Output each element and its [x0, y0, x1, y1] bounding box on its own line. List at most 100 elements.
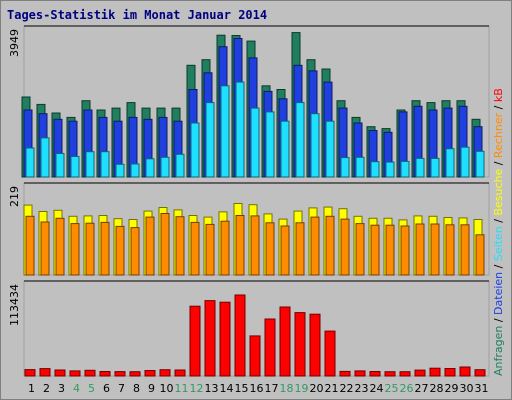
bar-rechner-day-30: [460, 224, 470, 276]
bar-rechner-day-23: [355, 223, 365, 276]
x-tick-label-27: 27: [415, 382, 429, 395]
x-tick-label-3: 3: [58, 382, 65, 395]
x-tick-label-15: 15: [235, 382, 249, 395]
x-tick-label-16: 16: [250, 382, 264, 395]
panel-2-ymax-label: 219: [8, 186, 21, 207]
bar-rechner-day-6: [100, 221, 110, 276]
bar-rechner-day-31: [475, 234, 485, 276]
bar-kb-day-21: [324, 330, 336, 377]
bar-seiten-day-3: [55, 153, 65, 178]
x-tick-label-30: 30: [460, 382, 474, 395]
legend-entry: Rechner: [492, 112, 505, 158]
bar-kb-day-1: [24, 369, 36, 377]
bar-seiten-day-1: [25, 147, 35, 178]
bar-rechner-day-1: [25, 215, 35, 276]
x-tick-label-13: 13: [205, 382, 219, 395]
chart-title: Tages-Statistik im Monat Januar 2014: [7, 8, 268, 22]
x-tick-label-21: 21: [325, 382, 339, 395]
bar-kb-day-23: [354, 370, 366, 377]
bar-seiten-day-25: [385, 161, 395, 178]
panel-3-ymax-label: 113434: [8, 284, 21, 326]
bar-kb-day-10: [159, 369, 171, 377]
x-tick-label-12: 12: [190, 382, 204, 395]
bar-rechner-day-26: [400, 225, 410, 276]
bar-seiten-day-11: [175, 153, 185, 178]
x-tick-label-29: 29: [445, 382, 459, 395]
bar-rechner-day-20: [310, 216, 320, 276]
bar-seiten-day-18: [280, 120, 290, 178]
bar-seiten-day-14: [220, 85, 230, 178]
bar-rechner-day-21: [325, 215, 335, 276]
x-tick-label-8: 8: [133, 382, 140, 395]
x-tick-label-2: 2: [43, 382, 50, 395]
bar-kb-day-4: [69, 370, 81, 377]
bar-kb-day-11: [174, 369, 186, 377]
legend-entry: Dateien: [492, 272, 505, 315]
bar-seiten-day-28: [430, 157, 440, 178]
bar-seiten-day-21: [325, 120, 335, 178]
bar-seiten-day-2: [40, 137, 50, 178]
bar-seiten-day-31: [475, 150, 485, 178]
bar-kb-day-24: [369, 371, 381, 377]
bar-kb-day-19: [294, 312, 306, 377]
legend-entry: /: [492, 158, 505, 169]
x-tick-label-28: 28: [430, 382, 444, 395]
bar-kb-day-18: [279, 306, 291, 377]
x-tick-label-31: 31: [475, 382, 489, 395]
panel-1-ymax-label: 3949: [8, 29, 21, 57]
bar-rechner-day-29: [445, 224, 455, 276]
bar-seiten-day-4: [70, 156, 80, 178]
bar-seiten-day-26: [400, 160, 410, 178]
bar-kb-day-28: [429, 367, 441, 377]
x-tick-label-11: 11: [175, 382, 189, 395]
bar-seiten-day-15: [235, 81, 245, 178]
bar-kb-day-12: [189, 305, 201, 377]
bar-rechner-day-17: [265, 222, 275, 276]
x-tick-label-20: 20: [310, 382, 324, 395]
bar-kb-day-2: [39, 368, 51, 377]
bar-kb-day-5: [84, 369, 96, 377]
bar-seiten-day-8: [130, 163, 140, 178]
bar-rechner-day-3: [55, 217, 65, 276]
x-tick-label-10: 10: [160, 382, 174, 395]
bar-rechner-day-5: [85, 222, 95, 276]
bar-seiten-day-27: [415, 157, 425, 178]
x-tick-label-1: 1: [28, 382, 35, 395]
bar-kb-day-13: [204, 300, 216, 377]
bar-kb-day-22: [339, 370, 351, 377]
bar-rechner-day-18: [280, 225, 290, 276]
bar-rechner-day-11: [175, 216, 185, 276]
bar-rechner-day-2: [40, 221, 50, 276]
bar-rechner-day-25: [385, 224, 395, 276]
bar-seiten-day-5: [85, 151, 95, 178]
x-tick-label-22: 22: [340, 382, 354, 395]
bar-rechner-day-19: [295, 222, 305, 276]
bar-kb-day-20: [309, 313, 321, 377]
x-tick-label-9: 9: [148, 382, 155, 395]
legend-right: Anfragen / Dateien / Seiten / Besuche / …: [492, 88, 505, 376]
bar-rechner-day-15: [235, 215, 245, 276]
legend-entry: Anfragen: [492, 326, 505, 376]
legend-entry: /: [492, 216, 505, 227]
legend-entry: /: [492, 315, 505, 326]
bar-rechner-day-8: [130, 227, 140, 276]
x-tick-label-26: 26: [400, 382, 414, 395]
bar-kb-day-15: [234, 294, 246, 377]
bar-rechner-day-7: [115, 225, 125, 276]
x-tick-label-17: 17: [265, 382, 279, 395]
x-tick-label-24: 24: [370, 382, 384, 395]
bar-rechner-day-14: [220, 220, 230, 276]
bar-seiten-day-17: [265, 111, 275, 178]
x-tick-label-18: 18: [280, 382, 294, 395]
bar-seiten-day-20: [310, 113, 320, 178]
bar-rechner-day-22: [340, 218, 350, 276]
bar-kb-day-14: [219, 301, 231, 377]
bar-rechner-day-13: [205, 223, 215, 276]
bar-rechner-day-9: [145, 216, 155, 276]
bar-seiten-day-6: [100, 151, 110, 178]
bar-seiten-day-30: [460, 146, 470, 178]
x-tick-label-23: 23: [355, 382, 369, 395]
bar-seiten-day-10: [160, 156, 170, 178]
x-tick-label-5: 5: [88, 382, 95, 395]
